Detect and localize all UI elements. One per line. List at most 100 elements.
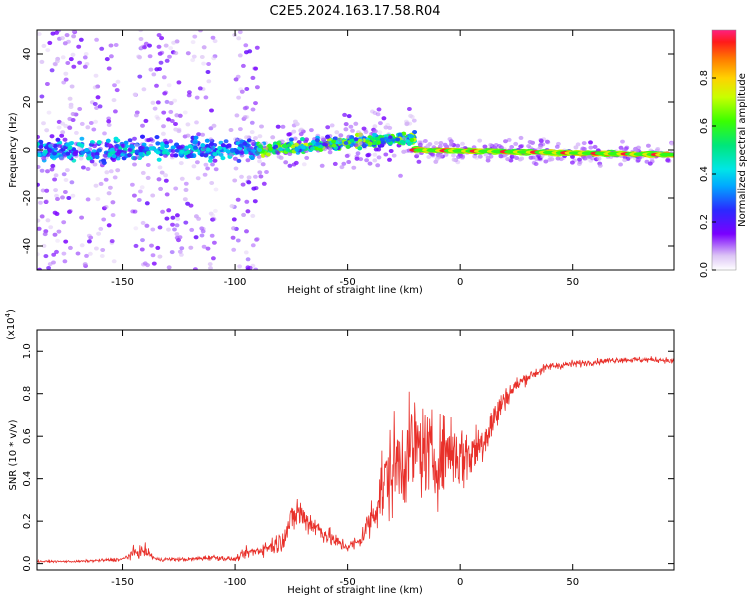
spectrogram-cell — [157, 67, 163, 71]
spectrogram-cell — [183, 220, 189, 225]
spectrogram-cell — [150, 193, 156, 198]
spectrogram-cell — [134, 113, 139, 118]
spectrogram-cell — [139, 247, 145, 252]
spectrogram-cell — [202, 172, 208, 177]
spectrogram-cell — [300, 145, 306, 150]
spectrogram-cell — [133, 92, 139, 97]
spectrogram-cell — [586, 154, 592, 159]
spectrogram-cell — [244, 87, 250, 91]
spectrogram-cell — [261, 181, 267, 186]
spectrogram-cell — [157, 225, 163, 230]
spectrogram-cell — [185, 122, 191, 127]
spectrogram-cell — [166, 227, 171, 232]
spectrogram-cell — [175, 217, 181, 221]
spectrogram-cell — [397, 132, 403, 137]
spectrogram-cell — [376, 147, 382, 152]
spectrogram-cell — [250, 139, 256, 144]
spectrogram-cell — [52, 177, 57, 182]
spectrogram-cell — [64, 33, 70, 38]
spectrogram-cell — [245, 209, 251, 214]
spectrogram-cell — [61, 152, 67, 157]
spectrogram-cell — [538, 154, 544, 159]
spectrogram-cell — [260, 162, 266, 167]
spectrogram-cell — [96, 231, 101, 236]
spectrogram-cell — [106, 191, 112, 196]
spectrogram-cell — [191, 164, 197, 169]
spectrogram-cell — [63, 190, 68, 194]
spectrogram-cell — [383, 125, 389, 130]
spectrogram-cell — [37, 218, 41, 223]
spectrogram-cell — [367, 161, 373, 166]
spectrogram-cell — [213, 208, 218, 213]
spectrogram-cell — [138, 189, 143, 194]
spectrogram-cell — [518, 135, 524, 140]
spectrogram-cell — [176, 127, 182, 132]
spectrogram-cell — [159, 36, 165, 41]
spectrogram-cell — [246, 147, 252, 152]
spectrogram-cell — [417, 140, 422, 145]
spectrogram-cell — [236, 95, 242, 100]
spectrogram-cell — [180, 144, 185, 149]
spectrogram-cell — [417, 142, 423, 147]
spectrogram-cell — [594, 157, 599, 162]
spectrogram-cell — [254, 45, 260, 50]
spectrogram-cell — [43, 199, 49, 204]
spectrogram-cell — [226, 143, 232, 148]
spectrogram-cell — [488, 154, 494, 159]
spectrogram-cell — [261, 181, 267, 186]
spectrogram-cell — [185, 201, 191, 206]
spectrogram-cell — [665, 157, 671, 162]
spectrogram-cell — [622, 147, 627, 152]
spectrogram-cell — [208, 158, 213, 163]
spectrogram-cell — [381, 116, 387, 121]
spectrogram-cell — [97, 104, 103, 109]
spectrogram-cell — [387, 157, 392, 162]
spectrogram-cell — [584, 156, 589, 161]
spectrogram-cell — [156, 177, 162, 182]
spectrogram-cell — [167, 54, 172, 59]
spectrogram-cell — [541, 137, 547, 142]
spectrogram-cell — [237, 264, 243, 269]
spectrogram-cell — [537, 156, 543, 161]
spectrogram-cell — [45, 169, 50, 174]
spectrogram-cell — [68, 57, 74, 62]
spectrogram-cell — [253, 101, 258, 106]
spectrogram-cell — [155, 245, 161, 250]
spectrogram-cell — [235, 197, 241, 202]
spectrogram-cell — [294, 142, 299, 147]
spectrogram-cell — [348, 124, 354, 129]
spectrogram-cell — [265, 152, 271, 157]
spectrogram-cell — [67, 125, 73, 130]
spectrogram-cell — [94, 106, 99, 110]
spectrogram-cell — [174, 232, 180, 237]
spectrogram-cell — [404, 122, 410, 127]
spectrogram-cell — [244, 135, 249, 140]
spectrogram-cell — [166, 208, 172, 213]
spectrogram-cell — [299, 127, 304, 132]
spectrogram-cell — [55, 56, 61, 61]
spectrogram-cell — [361, 126, 367, 131]
spectrogram-cell — [60, 130, 66, 135]
spectrogram-cell — [538, 145, 543, 149]
spectrogram-cell — [448, 142, 454, 147]
spectrogram-cell — [246, 175, 252, 180]
spectrogram-cell — [127, 148, 133, 153]
spectrogram-cell — [291, 162, 297, 167]
spectrogram-cell — [161, 124, 166, 129]
spectrogram-cell — [63, 178, 69, 182]
spectrogram-cell — [503, 139, 508, 144]
spectrogram-cell — [499, 145, 504, 150]
spectrogram-cell — [423, 139, 428, 143]
spectrogram-cell — [103, 153, 108, 158]
spectrogram-cell — [44, 128, 50, 133]
spectrogram-cell — [200, 226, 206, 231]
spectrogram-cell — [293, 160, 299, 165]
spectrogram-cell — [251, 142, 257, 147]
spectrogram-cell — [78, 156, 84, 161]
spectrogram-cell — [78, 37, 84, 42]
spectrogram-cell — [37, 165, 41, 169]
spectrogram-cell — [130, 149, 136, 154]
spectrogram-cell — [440, 154, 445, 159]
spectrogram-cell — [238, 87, 244, 92]
spectrogram-cell — [61, 220, 67, 225]
